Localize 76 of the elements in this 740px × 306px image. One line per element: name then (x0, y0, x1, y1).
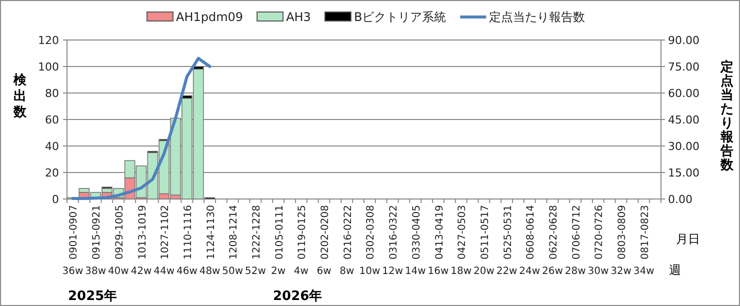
y2-tick-label: 30.00 (668, 140, 700, 153)
text: 40w (108, 266, 129, 277)
text: 12w (382, 266, 404, 277)
y-tick-label: 120 (38, 34, 59, 47)
y2-tick-label: 90.00 (668, 34, 700, 47)
x-tick-label: 0803-0809 (617, 205, 628, 260)
y-axis-title: 検出数 (12, 73, 28, 120)
y-tick-label: 60 (45, 114, 59, 126)
text: 32w (610, 266, 632, 277)
text: 14w (404, 266, 426, 277)
text: 44w (154, 266, 175, 277)
y-tick-label: 20 (45, 166, 59, 180)
x-tick-label: 0413-0419 (434, 205, 446, 260)
legend-label: 定点当たり報告数 (489, 10, 586, 24)
text: 8w (340, 266, 354, 277)
text: 46w (176, 266, 198, 277)
text: 34w (633, 266, 654, 277)
x-tick-label: 0316-0322 (388, 205, 400, 260)
legend-label: AH3 (286, 10, 311, 24)
text: 2026年 (273, 289, 322, 304)
x-tick-label: 0216-0222 (342, 205, 354, 260)
y2-tick-label: 75.00 (668, 60, 700, 74)
text: 2w (271, 266, 286, 277)
x-tick-label: 0525-0531 (502, 205, 514, 260)
text: 22w (496, 266, 518, 277)
text: 30w (588, 266, 609, 277)
x-axis-title: 月日 (676, 232, 700, 246)
text: 42w (130, 266, 152, 277)
text: 52w (245, 266, 266, 277)
text: 50w (222, 266, 244, 277)
x-tick-label: 0105-0111 (274, 205, 286, 260)
y2-tick-label: 0.00 (668, 193, 692, 206)
x-tick-label: 1027-1102 (160, 205, 172, 260)
x-tick-label: 1208-1214 (228, 205, 240, 260)
x-tick-label: 1013-1019 (137, 205, 148, 260)
text: 24w (519, 266, 540, 277)
x-tick-label: 0901-0907 (68, 205, 80, 260)
y-tick-label: 80 (45, 87, 59, 100)
x-tick-label: 0330-0405 (411, 205, 422, 260)
text: 6w (316, 266, 332, 277)
text: 2025年 (68, 289, 118, 304)
x-tick-label: 0817-0823 (640, 205, 651, 260)
text: 36w (62, 266, 84, 277)
x-tick-label: 0119-0125 (297, 205, 308, 260)
y-tick-label: 40 (45, 140, 59, 153)
x-tick-label: 1124-1130 (206, 205, 217, 260)
text: 10w (359, 266, 380, 277)
y2-axis-title: 定点当たり報告数 (720, 59, 734, 173)
legend-label: AH1pdm09 (176, 10, 244, 24)
y2-tick-label: 15.00 (668, 166, 700, 180)
x-tick-label: 0915-0921 (92, 205, 103, 260)
text: 26w (542, 266, 563, 277)
y-tick-label: 100 (38, 60, 59, 74)
x-tick-label: 0511-0517 (480, 205, 491, 260)
x-tick-label: 1222-1228 (251, 205, 262, 260)
text: 18w (450, 266, 472, 277)
x-tick-label: 0706-0712 (571, 205, 582, 260)
y2-tick-label: 60.00 (668, 87, 700, 100)
text: 週 (669, 263, 681, 277)
x-tick-label: 0622-0628 (548, 205, 560, 260)
text: 48w (199, 266, 220, 277)
text: 28w (564, 266, 586, 277)
x-tick-label: 0202-0208 (320, 205, 332, 260)
x-tick-label: 0720-0726 (594, 205, 606, 260)
y-tick-label: 0 (52, 193, 59, 206)
text: 4w (294, 266, 308, 277)
x-tick-label: 0929-1005 (114, 205, 126, 260)
legend-label: Bビクトリア系統 (354, 10, 446, 24)
text: 16w (428, 266, 449, 277)
x-tick-label: 1110-1116 (182, 205, 194, 260)
y2-tick-label: 45.00 (668, 114, 700, 126)
text: 20w (473, 266, 494, 277)
x-tick-label: 0427-0503 (457, 205, 468, 260)
x-tick-label: 0608-0614 (526, 205, 537, 260)
text: 38w (85, 266, 106, 277)
x-tick-label: 0302-0308 (366, 205, 377, 260)
